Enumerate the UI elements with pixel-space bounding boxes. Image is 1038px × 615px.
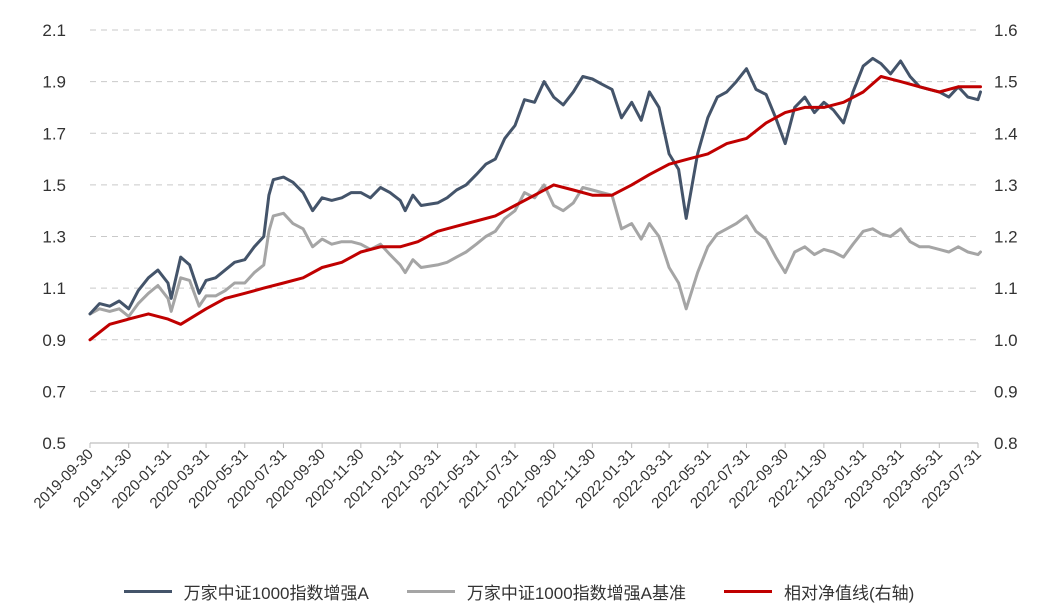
y-right-tick-label: 1.6 bbox=[994, 21, 1018, 40]
y-right-tick-label: 1.3 bbox=[994, 176, 1018, 195]
legend-label-relative: 相对净值线(右轴) bbox=[784, 583, 915, 603]
y-left-tick-label: 1.9 bbox=[42, 73, 66, 92]
legend-item-relative: 相对净值线(右轴) bbox=[724, 579, 914, 604]
y-right-tick-label: 1.2 bbox=[994, 228, 1018, 247]
y-left-tick-label: 1.7 bbox=[42, 124, 66, 143]
series-line-0 bbox=[88, 56, 982, 316]
legend-item-fund: 万家中证1000指数增强A bbox=[123, 579, 369, 604]
series-line-2 bbox=[88, 75, 982, 342]
y-right-tick-label: 0.9 bbox=[994, 382, 1018, 401]
y-right-tick-label: 1.4 bbox=[994, 124, 1018, 143]
y-right-tick-label: 1.1 bbox=[994, 279, 1018, 298]
y-axis-right: 0.8 0.9 1.0 1.1 1.2 1.3 1.4 1.5 1.6 bbox=[994, 21, 1018, 453]
y-left-tick-label: 1.1 bbox=[42, 279, 66, 298]
legend-swatch-relative bbox=[724, 589, 772, 593]
series-lines bbox=[88, 56, 982, 342]
series-line-1 bbox=[88, 183, 982, 318]
legend-swatch-benchmark bbox=[406, 589, 455, 593]
legend-label-benchmark: 万家中证1000指数增强A基准 bbox=[466, 583, 686, 603]
y-left-tick-label: 0.7 bbox=[42, 382, 66, 401]
legend-swatch-fund bbox=[123, 589, 172, 593]
y-axis-left: 0.5 0.7 0.9 1.1 1.3 1.5 1.7 1.9 2.1 bbox=[42, 21, 66, 453]
y-left-tick-label: 0.9 bbox=[42, 331, 66, 350]
legend-item-benchmark: 万家中证1000指数增强A基准 bbox=[406, 579, 686, 604]
legend-label-fund: 万家中证1000指数增强A bbox=[183, 583, 369, 603]
y-left-tick-label: 2.1 bbox=[42, 21, 66, 40]
y-left-tick-label: 1.5 bbox=[42, 176, 66, 195]
y-right-tick-label: 1.5 bbox=[994, 73, 1018, 92]
y-left-tick-label: 1.3 bbox=[42, 228, 66, 247]
y-right-tick-label: 0.8 bbox=[994, 434, 1018, 453]
legend: 万家中证1000指数增强A 万家中证1000指数增强A基准 相对净值线(右轴) bbox=[0, 573, 1038, 609]
gridlines bbox=[90, 29, 978, 444]
line-chart: 0.5 0.7 0.9 1.1 1.3 1.5 1.7 1.9 2.1 0.8 0.9 1.0 1.1… bbox=[31, 21, 1018, 512]
x-axis: 2019-09-302019-11-302020-01-312020-03-31… bbox=[31, 443, 985, 512]
y-left-tick-label: 0.5 bbox=[42, 434, 66, 453]
y-right-tick-label: 1.0 bbox=[994, 331, 1018, 350]
